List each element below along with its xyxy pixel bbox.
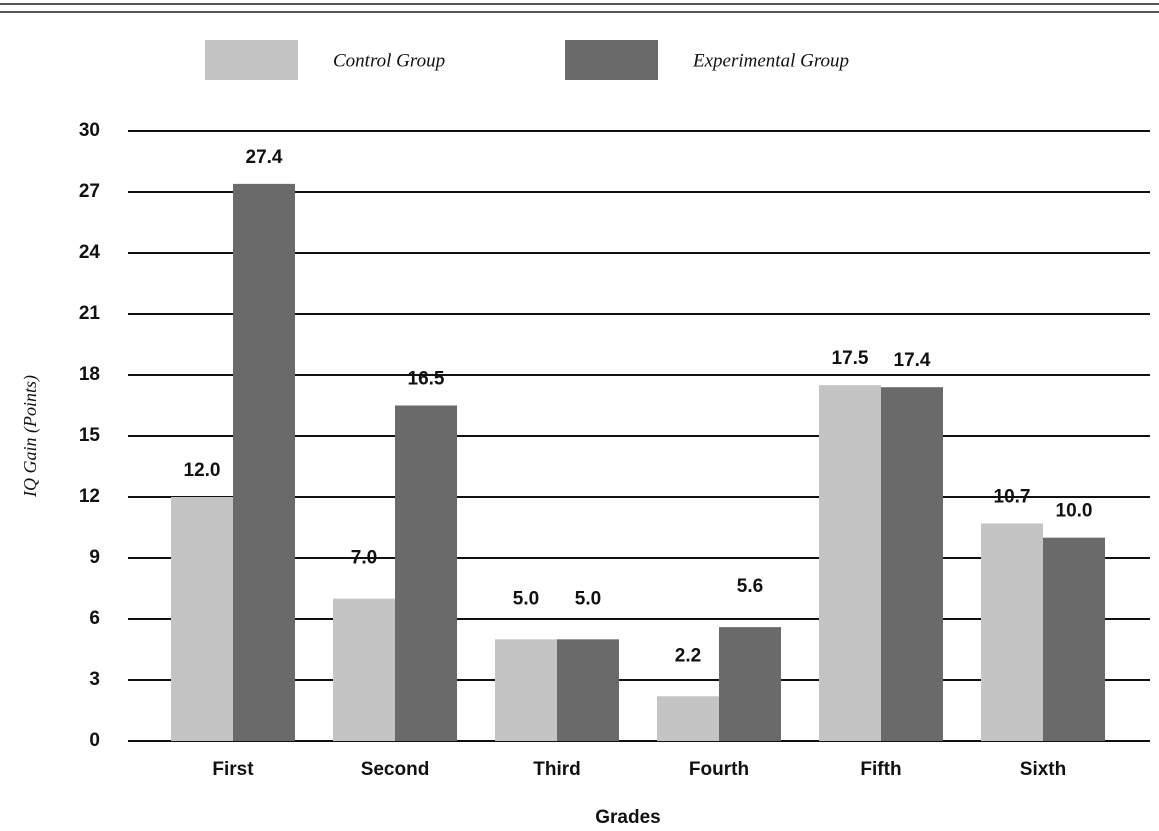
y-tick-label: 24: [79, 242, 101, 263]
bar: [881, 387, 943, 741]
y-tick-label: 3: [89, 669, 100, 690]
data-label: 5.6: [737, 576, 763, 597]
x-tick-label: Sixth: [1020, 759, 1066, 780]
data-label: 7.0: [351, 548, 377, 569]
legend-label: Experimental Group: [692, 50, 849, 71]
y-tick-label: 27: [79, 181, 100, 202]
x-tick-label: Third: [533, 759, 581, 780]
x-tick-label: First: [212, 759, 254, 780]
data-label: 17.4: [894, 350, 931, 371]
x-axis-label: Grades: [595, 807, 660, 828]
y-axis-label: IQ Gain (Points): [20, 375, 41, 498]
legend-swatch: [205, 40, 298, 80]
data-label: 5.0: [575, 588, 601, 609]
y-tick-label: 18: [79, 364, 100, 385]
data-label: 5.0: [513, 588, 539, 609]
data-label: 16.5: [408, 369, 445, 390]
y-tick-label: 12: [79, 486, 100, 507]
data-label: 10.7: [994, 486, 1031, 507]
data-label: 10.0: [1056, 501, 1093, 522]
data-label: 2.2: [675, 645, 701, 666]
legend-swatch: [565, 40, 658, 80]
bar: [395, 405, 457, 741]
x-tick-label: Fifth: [860, 759, 901, 780]
bar: [495, 639, 557, 741]
data-label: 27.4: [246, 147, 283, 168]
bar: [1043, 537, 1105, 741]
bar: [333, 598, 395, 741]
bar: [233, 183, 295, 741]
y-tick-label: 30: [79, 120, 100, 141]
data-label: 17.5: [832, 348, 869, 369]
x-tick-label: Second: [361, 759, 430, 780]
bar: [719, 627, 781, 741]
y-tick-label: 6: [89, 608, 100, 629]
y-tick-label: 0: [89, 730, 100, 751]
data-label: 12.0: [184, 460, 221, 481]
y-tick-label: 21: [79, 303, 101, 324]
bar: [171, 497, 233, 741]
bar: [981, 523, 1043, 741]
bar: [819, 385, 881, 741]
bar: [557, 639, 619, 741]
bar: [657, 696, 719, 741]
y-tick-label: 9: [89, 547, 100, 568]
legend-label: Control Group: [333, 50, 445, 71]
x-tick-label: Fourth: [689, 759, 749, 780]
y-tick-label: 15: [79, 425, 101, 446]
